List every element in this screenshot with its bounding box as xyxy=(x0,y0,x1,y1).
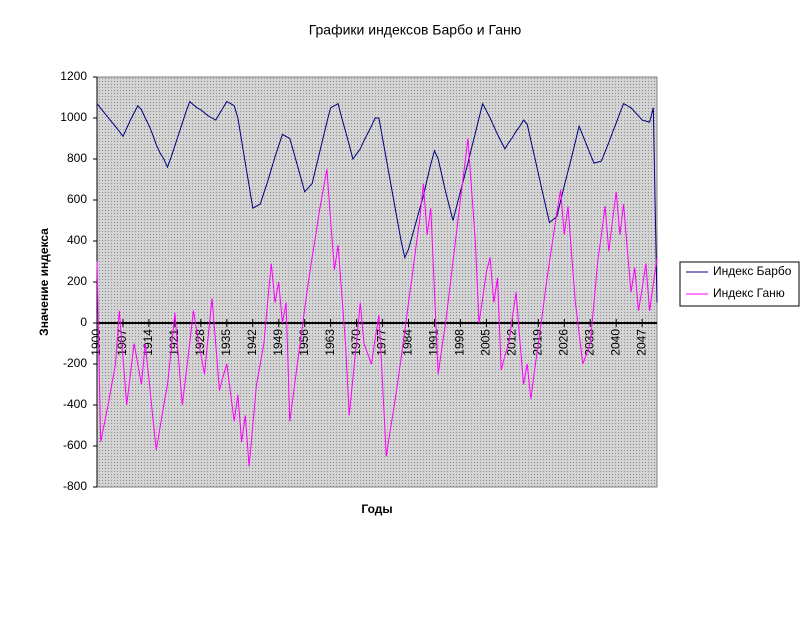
x-tick-label: 1956 xyxy=(297,329,311,356)
y-tick-label: 400 xyxy=(67,233,87,247)
x-tick-label: 1970 xyxy=(349,329,363,356)
y-tick-label: 800 xyxy=(67,151,87,165)
x-tick-label: 1949 xyxy=(271,329,285,356)
chart-title: Графики индексов Барбо и Ганю xyxy=(309,22,522,38)
x-tick-label: 1991 xyxy=(427,329,441,356)
x-tick-label: 1928 xyxy=(193,329,207,356)
legend-label: Индекс Ганю xyxy=(713,286,785,300)
series-line xyxy=(96,100,658,303)
x-tick-label: 2019 xyxy=(530,329,544,356)
y-tick-label: -600 xyxy=(63,438,87,452)
y-tick-label: -800 xyxy=(63,479,87,493)
x-tick-label: 1998 xyxy=(453,329,467,356)
x-tick-label: 1977 xyxy=(375,329,389,356)
y-tick-label: 1000 xyxy=(60,110,87,124)
y-tick-label: -400 xyxy=(63,397,87,411)
x-tick-label: 2005 xyxy=(479,329,493,356)
legend xyxy=(679,261,800,307)
y-tick-label: 0 xyxy=(80,315,87,329)
x-tick-label: 1963 xyxy=(323,329,337,356)
plot-area xyxy=(96,76,658,488)
y-tick-label: -200 xyxy=(63,356,87,370)
y-tick-label: 200 xyxy=(67,274,87,288)
x-axis-label: Годы xyxy=(361,502,392,516)
x-tick-label: 1914 xyxy=(141,329,155,356)
x-tick-label: 2033 xyxy=(582,329,596,356)
legend-label: Индекс Барбо xyxy=(713,264,792,278)
x-tick-label: 2012 xyxy=(505,329,519,356)
x-tick-label: 1935 xyxy=(219,329,233,356)
y-tick-label: 1200 xyxy=(60,69,87,83)
x-tick-label: 2047 xyxy=(634,329,648,356)
series-line xyxy=(96,138,658,467)
x-tick-label: 1921 xyxy=(167,329,181,356)
x-tick-label: 2040 xyxy=(608,329,622,356)
x-tick-label: 2026 xyxy=(556,329,570,356)
x-tick-label: 1900 xyxy=(89,329,103,356)
y-tick-label: 600 xyxy=(67,192,87,206)
y-axis-label: Значение индекса xyxy=(37,228,51,336)
x-tick-label: 1942 xyxy=(245,329,259,356)
